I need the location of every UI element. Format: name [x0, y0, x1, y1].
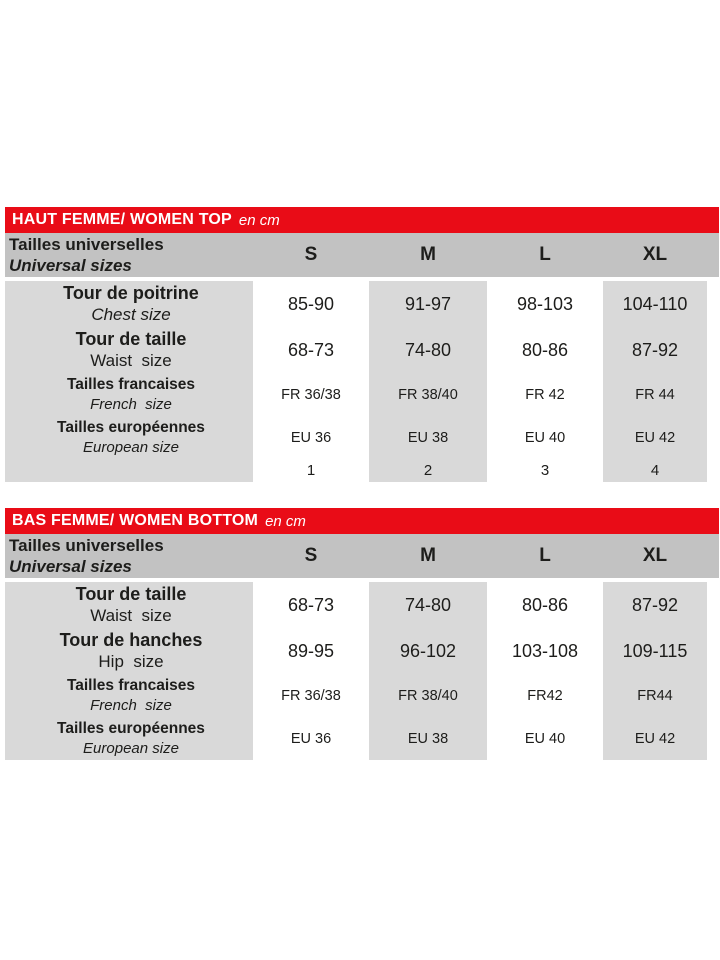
size-value: EU 38: [369, 416, 487, 459]
row-label-fr: Tailles européennes: [57, 719, 205, 737]
size-value: FR 38/40: [369, 674, 487, 717]
size-value: EU 40: [524, 429, 566, 446]
size-value: 4: [603, 459, 707, 482]
row-label-en: European size: [83, 438, 179, 456]
size-value: 98-103: [516, 293, 574, 314]
table-body: Tour de taille Waist size 68-73 74-80 80-86 8…: [5, 582, 719, 760]
row-label-cell: Tour de taille Waist size: [5, 582, 253, 628]
table-row: 1 2 3 4: [5, 459, 719, 482]
table-title: HAUT FEMME/ WOMEN TOP: [12, 211, 232, 228]
row-label-fr: Tailles européennes: [57, 418, 205, 436]
size-value: 87-92: [603, 327, 707, 373]
row-label-en: Hip size: [98, 652, 164, 671]
size-value: 96-102: [369, 628, 487, 674]
size-value: EU 42: [603, 717, 707, 760]
size-value: 68-73: [287, 339, 335, 360]
table-row: Tailles européennes European size EU 36 EU …: [5, 416, 719, 459]
size-value: 74-80: [369, 327, 487, 373]
size-value: FR 36/38: [281, 687, 341, 704]
universal-sizes-label: Tailles universelles Universal sizes: [5, 534, 253, 578]
size-column-header: XL: [642, 545, 668, 566]
size-value: 74-80: [369, 582, 487, 628]
row-label-en: French size: [90, 696, 172, 714]
table-title-bar: BAS FEMME/ WOMEN BOTTOM en cm: [5, 508, 719, 534]
size-value: FR 38/40: [369, 373, 487, 416]
universal-sizes-label: Tailles universelles Universal sizes: [5, 233, 253, 277]
table-unit: en cm: [238, 211, 280, 229]
women-bottom-size-table: BAS FEMME/ WOMEN BOTTOM en cm Tailles un…: [5, 508, 719, 760]
size-value: EU 36: [290, 730, 332, 747]
table-row: Tour de taille Waist size 68-73 74-80 80-86 8…: [5, 327, 719, 373]
row-label-fr: Tour de hanches: [59, 630, 203, 650]
table-row: Tailles francaises French size FR 36/38 FR …: [5, 674, 719, 717]
size-value: 80-86: [521, 594, 569, 615]
row-label-en: French size: [90, 395, 172, 413]
table-row: Tailles européennes European size EU 36 EU …: [5, 717, 719, 760]
row-label-en: Waist size: [90, 606, 172, 625]
row-label-cell: [5, 459, 253, 482]
size-value: FR 42: [525, 386, 565, 403]
size-value: 104-110: [603, 281, 707, 327]
row-label-cell: Tour de taille Waist size: [5, 327, 253, 373]
women-top-size-table: HAUT FEMME/ WOMEN TOP en cm Tailles univ…: [5, 207, 719, 482]
size-column-header: S: [304, 545, 318, 566]
row-label-cell: Tour de poitrine Chest size: [5, 281, 253, 327]
size-value: 3: [540, 462, 550, 479]
size-column-header: XL: [642, 244, 668, 265]
row-label-cell: Tailles européennes European size: [5, 416, 253, 459]
size-value: 109-115: [603, 628, 707, 674]
size-header-row: Tailles universelles Universal sizes S M L…: [5, 534, 719, 578]
row-label-en: Chest size: [91, 305, 171, 324]
row-label-fr: Tour de taille: [75, 329, 187, 349]
table-body: Tour de poitrine Chest size 85-90 91-97 98-1…: [5, 281, 719, 482]
size-value: 85-90: [287, 293, 335, 314]
row-label-fr: Tour de poitrine: [63, 283, 199, 303]
size-column-header: M: [420, 244, 436, 265]
size-value: FR 36/38: [281, 386, 341, 403]
size-value: 89-95: [287, 640, 335, 661]
size-header-row: Tailles universelles Universal sizes S M L…: [5, 233, 719, 277]
universal-sizes-label-fr: Tailles universelles: [9, 235, 164, 254]
row-label-cell: Tailles francaises French size: [5, 373, 253, 416]
size-value: EU 42: [603, 416, 707, 459]
row-label-cell: Tailles européennes European size: [5, 717, 253, 760]
row-label-cell: Tour de hanches Hip size: [5, 628, 253, 674]
size-value: 1: [306, 462, 316, 479]
row-label-en: European size: [83, 739, 179, 757]
row-label-en: Waist size: [90, 351, 172, 370]
size-value: FR42: [527, 687, 563, 704]
size-value: 87-92: [603, 582, 707, 628]
size-value: EU 40: [524, 730, 566, 747]
size-value: 80-86: [521, 339, 569, 360]
size-value: FR44: [603, 674, 707, 717]
row-label-fr: Tailles francaises: [66, 676, 196, 694]
universal-sizes-label-fr: Tailles universelles: [9, 536, 164, 555]
size-value: 91-97: [369, 281, 487, 327]
size-column-header: L: [539, 244, 551, 265]
size-value: 103-108: [511, 640, 579, 661]
size-column-header: M: [420, 545, 436, 566]
size-value: EU 38: [369, 717, 487, 760]
universal-sizes-label-en: Universal sizes: [9, 557, 132, 576]
table-unit: en cm: [265, 512, 306, 530]
size-value: EU 36: [290, 429, 332, 446]
size-value: 68-73: [287, 594, 335, 615]
table-title-bar: HAUT FEMME/ WOMEN TOP en cm: [5, 207, 719, 233]
table-row: Tour de hanches Hip size 89-95 96-102 103-10…: [5, 628, 719, 674]
row-label-cell: Tailles francaises French size: [5, 674, 253, 717]
row-label-fr: Tailles francaises: [66, 375, 196, 393]
row-label-fr: Tour de taille: [75, 584, 187, 604]
table-title: BAS FEMME/ WOMEN BOTTOM: [12, 512, 259, 529]
universal-sizes-label-en: Universal sizes: [9, 256, 132, 275]
size-column-header: L: [539, 545, 551, 566]
size-value: 2: [369, 459, 487, 482]
table-row: Tour de poitrine Chest size 85-90 91-97 98-1…: [5, 281, 719, 327]
size-value: FR 44: [603, 373, 707, 416]
table-row: Tailles francaises French size FR 36/38 FR …: [5, 373, 719, 416]
size-column-header: S: [304, 244, 318, 265]
table-row: Tour de taille Waist size 68-73 74-80 80-86 8…: [5, 582, 719, 628]
